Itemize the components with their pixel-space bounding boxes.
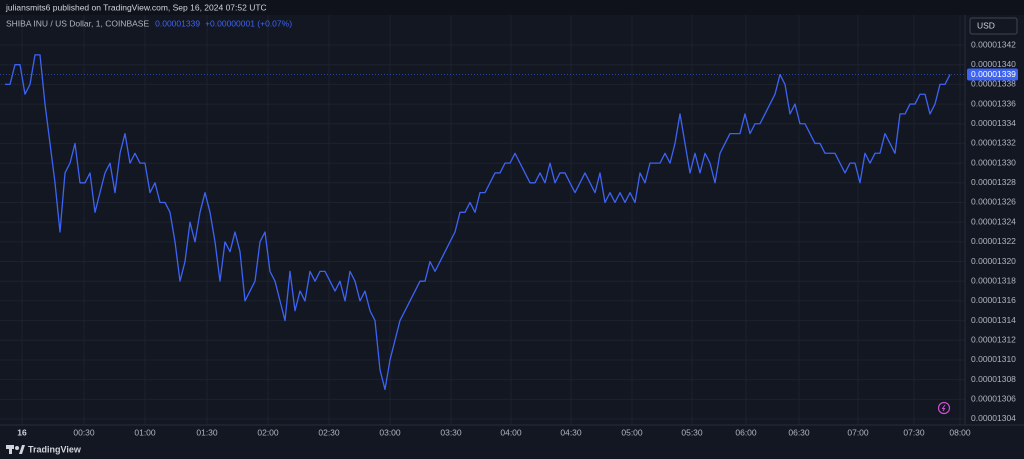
logo-shape <box>9 449 12 454</box>
x-tick-label: 06:30 <box>788 427 810 437</box>
y-tick-label: 0.00001308 <box>971 374 1016 384</box>
x-tick-label: 01:00 <box>134 427 156 437</box>
y-tick-label: 0.00001326 <box>971 197 1016 207</box>
x-tick-label: 02:00 <box>257 427 279 437</box>
y-tick-label: 0.00001342 <box>971 39 1016 49</box>
logo <box>6 445 25 454</box>
y-tick-label: 0.00001322 <box>971 236 1016 246</box>
header: juliansmits6 published on TradingView.co… <box>5 2 267 12</box>
logo-shape <box>6 445 14 449</box>
y-tick-label: 0.00001304 <box>971 413 1016 423</box>
y-tick-label: 0.00001306 <box>971 394 1016 404</box>
icon-bolt <box>941 404 946 412</box>
price-line <box>5 54 951 391</box>
price-change: +0.00000001 (+0.07%) <box>205 18 292 28</box>
y-tick-label: 0.00001328 <box>971 177 1016 187</box>
y-tick-label: 0.00001338 <box>971 79 1016 89</box>
replay-icon[interactable] <box>937 401 951 415</box>
x-tick-label: 08:00 <box>949 427 971 437</box>
y-tick-label: 0.00001336 <box>971 98 1016 108</box>
y-tick-label: 0.00001316 <box>971 295 1016 305</box>
x-tick-label: 02:30 <box>318 427 340 437</box>
y-tick-label: 0.00001334 <box>971 118 1016 128</box>
currency-box[interactable] <box>969 17 1018 35</box>
y-tick-label: 0.00001314 <box>971 315 1016 325</box>
x-tick-label: 00:30 <box>73 427 95 437</box>
y-tick-label: 0.00001330 <box>971 157 1016 167</box>
y-tick-label: 0.00001310 <box>971 354 1016 364</box>
x-tick-label: 04:00 <box>500 427 522 437</box>
x-tick-label: 05:30 <box>681 427 703 437</box>
price-axis <box>965 15 1024 425</box>
logo-shape <box>15 446 19 450</box>
header-bar <box>0 0 1024 15</box>
last-price-label: 0.00001339 <box>971 69 1016 79</box>
y-tick-label: 0.00001312 <box>971 335 1016 345</box>
y-tick-label: 0.00001332 <box>971 138 1016 148</box>
x-tick-label: 01:30 <box>196 427 218 437</box>
y-tick-label: 0.00001320 <box>971 256 1016 266</box>
x-tick-label: 03:30 <box>440 427 462 437</box>
x-tick-label: 04:30 <box>560 427 582 437</box>
icon-ring <box>937 401 951 415</box>
logo-shape <box>19 445 25 454</box>
y-tick-label: 0.00001340 <box>971 59 1016 69</box>
x-tick-label: 07:00 <box>847 427 869 437</box>
x-tick-label: 03:00 <box>379 427 401 437</box>
footer: TradingView <box>28 444 82 454</box>
x-tick-label: 05:00 <box>621 427 643 437</box>
symbol: SHIBA INU / US Dollar, 1, COINBASE <box>6 18 149 28</box>
last-price: 0.00001339 <box>155 18 200 28</box>
plot-area: 16 00:30 01:00 01:30 02:00 02:30 03:00 03:30 04:… <box>0 15 971 437</box>
x-tick-label: 06:00 <box>735 427 757 437</box>
x-tick-label: 07:30 <box>903 427 925 437</box>
currency: USD <box>977 20 995 30</box>
y-tick-label: 0.00001324 <box>971 216 1016 226</box>
last-price-box <box>967 68 1018 81</box>
x-tick-label: 16 <box>17 427 27 437</box>
y-tick-label: 0.00001318 <box>971 275 1016 285</box>
